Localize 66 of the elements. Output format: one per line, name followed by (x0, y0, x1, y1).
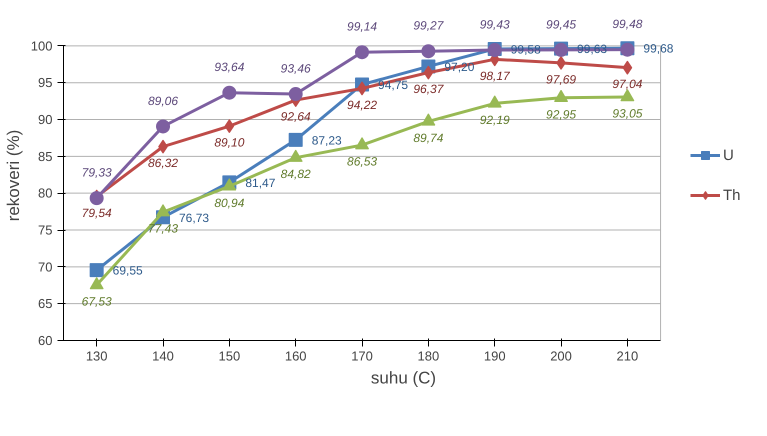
data-label: 89,74 (413, 130, 444, 145)
point (222, 86, 236, 100)
data-label: 97,04 (612, 77, 643, 92)
data-label: 96,37 (413, 82, 445, 96)
data-label: 76,73 (179, 210, 210, 225)
data-label: 84,82 (280, 167, 312, 182)
data-label: 94,22 (347, 98, 378, 112)
data-label: 93,05 (612, 106, 643, 121)
data-label: 99,45 (546, 17, 576, 32)
data-label: 93,64 (214, 60, 245, 74)
y-tick-label: 75 (38, 222, 53, 238)
point (355, 45, 370, 60)
data-label: 86,53 (347, 154, 378, 169)
x-tick-label: 180 (418, 348, 440, 364)
data-label: 69,55 (112, 264, 144, 278)
x-axis-title: suhu (C) (370, 368, 436, 388)
x-tick-label: 160 (284, 348, 307, 364)
data-label: 79,33 (82, 166, 112, 180)
y-tick-label: 85 (38, 148, 53, 164)
data-label: 99,14 (347, 20, 378, 34)
data-label: 99,43 (480, 18, 510, 32)
data-label: 92,19 (480, 112, 510, 127)
data-label: 89,10 (214, 136, 245, 150)
data-label: 99,27 (413, 18, 445, 33)
data-label: 99,48 (612, 17, 643, 32)
point (288, 132, 303, 147)
data-label: 94,75 (378, 78, 408, 92)
legend-label: Th (723, 186, 742, 204)
data-label: 77,43 (148, 222, 178, 236)
point (421, 44, 436, 58)
data-label: 89,06 (148, 94, 178, 108)
y-axis-title: rekoveri (%) (4, 130, 23, 222)
data-label: 86,32 (148, 156, 178, 170)
data-label: 81,47 (245, 176, 276, 190)
data-label: 97,69 (546, 72, 576, 86)
data-label: 87,23 (312, 133, 342, 148)
x-tick-label: 140 (152, 348, 174, 364)
point (90, 191, 104, 206)
y-tick-label: 100 (30, 38, 53, 54)
y-tick-label: 90 (38, 112, 53, 128)
point (90, 277, 104, 290)
y-tick-label: 80 (38, 186, 53, 201)
data-label: 98,17 (480, 68, 512, 83)
data-label: 99,68 (643, 42, 674, 56)
data-label: 93,46 (280, 62, 312, 76)
x-tick-label: 130 (86, 348, 108, 364)
y-tick-label: 95 (38, 75, 53, 90)
data-label: 92,64 (280, 110, 312, 124)
x-tick-label: 150 (218, 348, 240, 364)
x-tick-label: 210 (616, 348, 638, 364)
data-label: 80,94 (214, 196, 245, 210)
x-tick-label: 200 (550, 348, 572, 364)
point (288, 87, 303, 102)
data-label: 92,95 (546, 107, 576, 122)
point (90, 263, 104, 278)
x-tick-label: 170 (351, 348, 373, 364)
y-tick-label: 70 (38, 259, 53, 274)
point (156, 204, 170, 216)
point (156, 119, 170, 134)
point (222, 178, 236, 191)
y-tick-label: 65 (38, 296, 53, 312)
x-tick-label: 190 (484, 348, 506, 364)
legend-label: U (723, 146, 735, 164)
y-tick-label: 60 (38, 333, 53, 348)
data-label: 67,53 (82, 294, 112, 309)
data-label: 79,54 (82, 206, 112, 220)
